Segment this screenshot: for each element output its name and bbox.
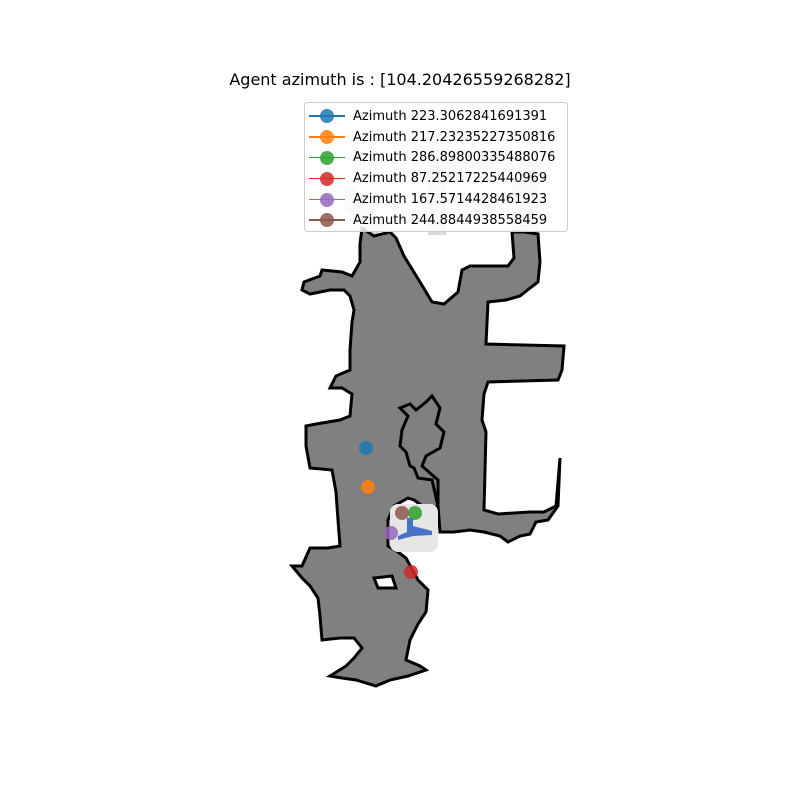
legend-marker	[309, 210, 345, 230]
legend-marker	[309, 190, 345, 210]
legend-marker	[309, 127, 345, 147]
map-free-space	[288, 225, 566, 688]
legend-label: Azimuth 244.8844938558459	[353, 212, 548, 228]
legend-label: Azimuth 223.3062841691391	[353, 108, 548, 124]
legend-entry: Azimuth 167.5714428461923	[305, 189, 567, 210]
agent-layer	[398, 518, 432, 540]
legend-entry: Azimuth 244.8844938558459	[305, 210, 567, 231]
azimuth-point-2	[361, 480, 375, 494]
legend-entry: Azimuth 286.89800335488076	[305, 148, 567, 169]
legend-label: Azimuth 217.23235227350816	[353, 129, 556, 145]
azimuth-point-5	[384, 526, 398, 540]
chart-title: Agent azimuth is : [104.20426559268282]	[229, 70, 571, 89]
legend-entry: Azimuth 217.23235227350816	[305, 127, 567, 148]
azimuth-point-6	[395, 506, 409, 520]
agent-arrow	[398, 518, 432, 540]
map-obstacle	[371, 574, 399, 590]
azimuth-point-1	[359, 441, 373, 455]
azimuth-point-4	[404, 565, 418, 579]
azimuth-points-layer	[359, 441, 422, 579]
legend: Azimuth 223.3062841691391 Azimuth 217.232…	[304, 102, 568, 232]
azimuth-point-3	[408, 506, 422, 520]
legend-entry: Azimuth 223.3062841691391	[305, 106, 567, 127]
legend-marker	[309, 148, 345, 168]
legend-marker	[309, 106, 345, 126]
legend-label: Azimuth 87.25217225440969	[353, 171, 548, 187]
legend-marker	[309, 169, 345, 189]
legend-label: Azimuth 167.5714428461923	[353, 192, 548, 208]
legend-label: Azimuth 286.89800335488076	[353, 150, 556, 166]
legend-entry: Azimuth 87.25217225440969	[305, 168, 567, 189]
